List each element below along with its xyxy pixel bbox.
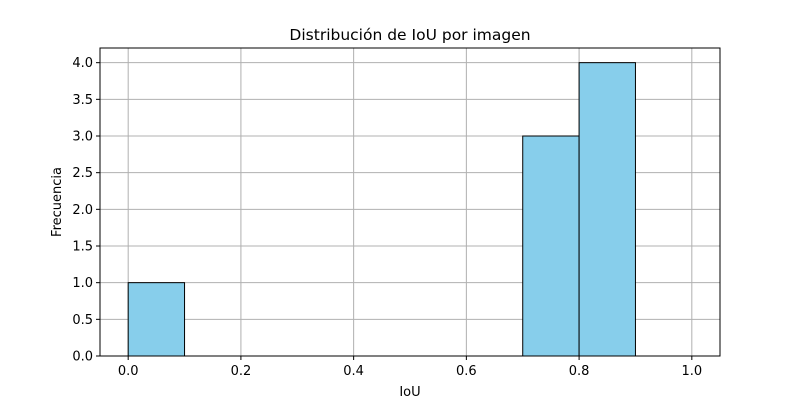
y-tick-label-3: 1.5 [72, 240, 93, 255]
histogram-bars [127, 62, 636, 357]
y-tick-label-4: 2.0 [72, 203, 93, 218]
x-tick-label-4: 0.8 [569, 364, 590, 379]
x-tick-label-1: 0.2 [231, 364, 252, 379]
y-tick-label-2: 1.0 [72, 276, 93, 291]
histogram-bar-7 [522, 135, 580, 357]
y-tick-label-6: 3.0 [72, 130, 93, 145]
y-tick-label-8: 4.0 [72, 56, 93, 71]
y-axis-ticks: 0.0 0.5 1.0 1.5 2.0 2.5 3.0 3.5 4.0 [72, 56, 100, 365]
x-tick-label-5: 1.0 [681, 364, 702, 379]
y-tick-label-7: 3.5 [72, 93, 93, 108]
y-tick-label-5: 2.5 [72, 166, 93, 181]
histogram-bar-8 [578, 62, 636, 357]
y-axis-label: Frecuencia [50, 167, 65, 237]
chart-title: Distribución de IoU por imagen [289, 26, 530, 44]
histogram-bar-0 [127, 282, 186, 357]
x-tick-label-3: 0.6 [456, 364, 477, 379]
x-tick-label-2: 0.4 [343, 364, 364, 379]
y-tick-label-0: 0.0 [72, 350, 93, 365]
x-axis-ticks: 0.0 0.2 0.4 0.6 0.8 1.0 [118, 356, 702, 379]
plot-frame [99, 47, 721, 357]
x-tick-label-0: 0.0 [118, 364, 139, 379]
y-tick-label-1: 0.5 [72, 313, 93, 328]
x-axis-label: IoU [399, 385, 420, 400]
